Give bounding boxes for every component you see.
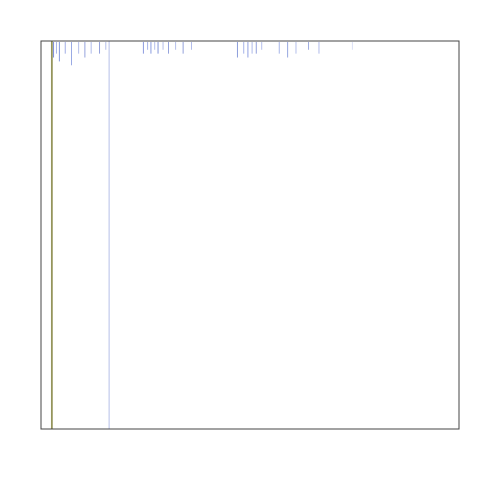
plot-area	[40, 40, 460, 430]
plot-border	[40, 40, 460, 430]
plot-frame	[40, 40, 460, 430]
